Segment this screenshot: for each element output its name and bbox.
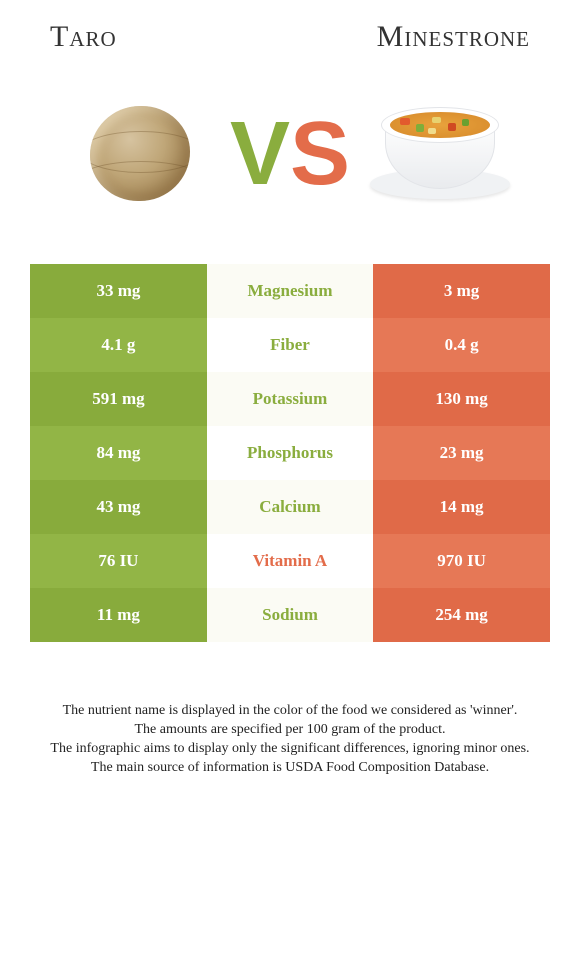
food-left-title: Taro bbox=[50, 20, 117, 54]
nutrient-left-value: 33 mg bbox=[30, 264, 207, 318]
nutrient-name: Phosphorus bbox=[207, 426, 373, 480]
nutrient-right-value: 3 mg bbox=[373, 264, 550, 318]
table-row: 4.1 gFiber0.4 g bbox=[30, 318, 550, 372]
vs-s-letter: S bbox=[290, 104, 350, 204]
nutrient-left-value: 84 mg bbox=[30, 426, 207, 480]
table-row: 591 mgPotassium130 mg bbox=[30, 372, 550, 426]
footnote-line: The main source of information is USDA F… bbox=[40, 759, 540, 778]
hero-row: VS bbox=[30, 84, 550, 224]
food-right-title: Minestrone bbox=[377, 20, 530, 54]
table-row: 33 mgMagnesium3 mg bbox=[30, 264, 550, 318]
food-right-image bbox=[370, 84, 510, 224]
footnote-line: The nutrient name is displayed in the co… bbox=[40, 702, 540, 721]
table-row: 11 mgSodium254 mg bbox=[30, 588, 550, 642]
nutrient-table: 33 mgMagnesium3 mg4.1 gFiber0.4 g591 mgP… bbox=[30, 264, 550, 642]
nutrient-left-value: 76 IU bbox=[30, 534, 207, 588]
nutrient-left-value: 4.1 g bbox=[30, 318, 207, 372]
nutrient-right-value: 14 mg bbox=[373, 480, 550, 534]
nutrient-right-value: 970 IU bbox=[373, 534, 550, 588]
nutrient-left-value: 11 mg bbox=[30, 588, 207, 642]
footnotes: The nutrient name is displayed in the co… bbox=[30, 702, 550, 778]
vs-v-letter: V bbox=[230, 104, 290, 204]
nutrient-name: Sodium bbox=[207, 588, 373, 642]
nutrient-left-value: 591 mg bbox=[30, 372, 207, 426]
nutrient-name: Vitamin A bbox=[207, 534, 373, 588]
nutrient-right-value: 23 mg bbox=[373, 426, 550, 480]
title-row: Taro Minestrone bbox=[30, 20, 550, 54]
nutrient-name: Fiber bbox=[207, 318, 373, 372]
nutrient-right-value: 0.4 g bbox=[373, 318, 550, 372]
nutrient-right-value: 130 mg bbox=[373, 372, 550, 426]
infographic: Taro Minestrone VS 33 mgMagnesium3 mg4.1… bbox=[0, 0, 580, 798]
table-row: 84 mgPhosphorus23 mg bbox=[30, 426, 550, 480]
food-left-image bbox=[70, 84, 210, 224]
table-row: 76 IUVitamin A970 IU bbox=[30, 534, 550, 588]
footnote-line: The infographic aims to display only the… bbox=[40, 740, 540, 759]
nutrient-left-value: 43 mg bbox=[30, 480, 207, 534]
table-row: 43 mgCalcium14 mg bbox=[30, 480, 550, 534]
nutrient-right-value: 254 mg bbox=[373, 588, 550, 642]
vs-label: VS bbox=[230, 109, 350, 199]
taro-icon bbox=[85, 99, 195, 209]
nutrient-name: Magnesium bbox=[207, 264, 373, 318]
nutrient-name: Potassium bbox=[207, 372, 373, 426]
nutrient-name: Calcium bbox=[207, 480, 373, 534]
soup-icon bbox=[370, 99, 510, 209]
footnote-line: The amounts are specified per 100 gram o… bbox=[40, 721, 540, 740]
